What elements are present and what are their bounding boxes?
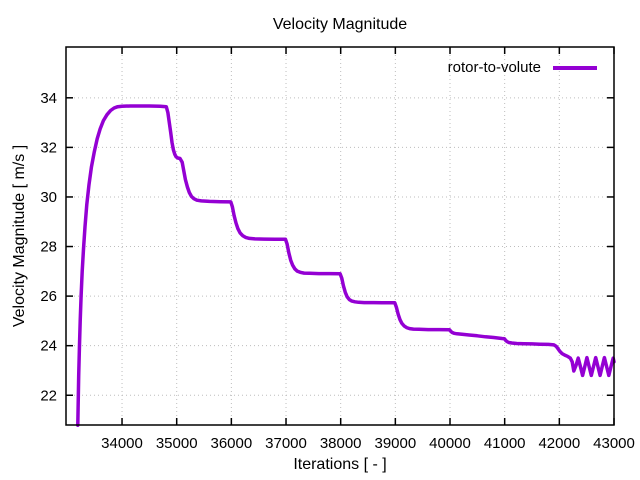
y-tick-label: 34	[40, 90, 57, 107]
y-axis-label: Velocity Magnitude [ m/s ]	[11, 144, 28, 328]
y-tick-label: 28	[40, 239, 57, 256]
x-axis-label: Iterations [ - ]	[293, 456, 387, 473]
legend: rotor-to-volute	[448, 60, 597, 75]
y-tick-label: 32	[40, 139, 57, 156]
y-tick-label: 30	[40, 189, 57, 206]
series-line-rotor-to-volute	[76, 104, 616, 427]
x-tick-label: 38000	[320, 435, 362, 452]
x-tick-label: 42000	[538, 435, 580, 452]
y-tick-label: 24	[40, 338, 57, 355]
x-tick-label: 41000	[484, 435, 526, 452]
x-tick-label: 37000	[265, 435, 307, 452]
y-tick-label: 26	[40, 288, 57, 305]
x-tick-label: 40000	[429, 435, 471, 452]
x-tick-label: 36000	[210, 435, 252, 452]
y-tick-label: 22	[40, 387, 57, 404]
x-tick-label: 43000	[593, 435, 635, 452]
legend-line-sample	[553, 65, 597, 70]
x-tick-label: 34000	[101, 435, 143, 452]
legend-label: rotor-to-volute	[447, 59, 541, 76]
x-tick-label: 39000	[374, 435, 416, 452]
chart-title: Velocity Magnitude	[272, 16, 408, 33]
plot-border	[65, 46, 615, 426]
x-tick-label: 35000	[156, 435, 198, 452]
